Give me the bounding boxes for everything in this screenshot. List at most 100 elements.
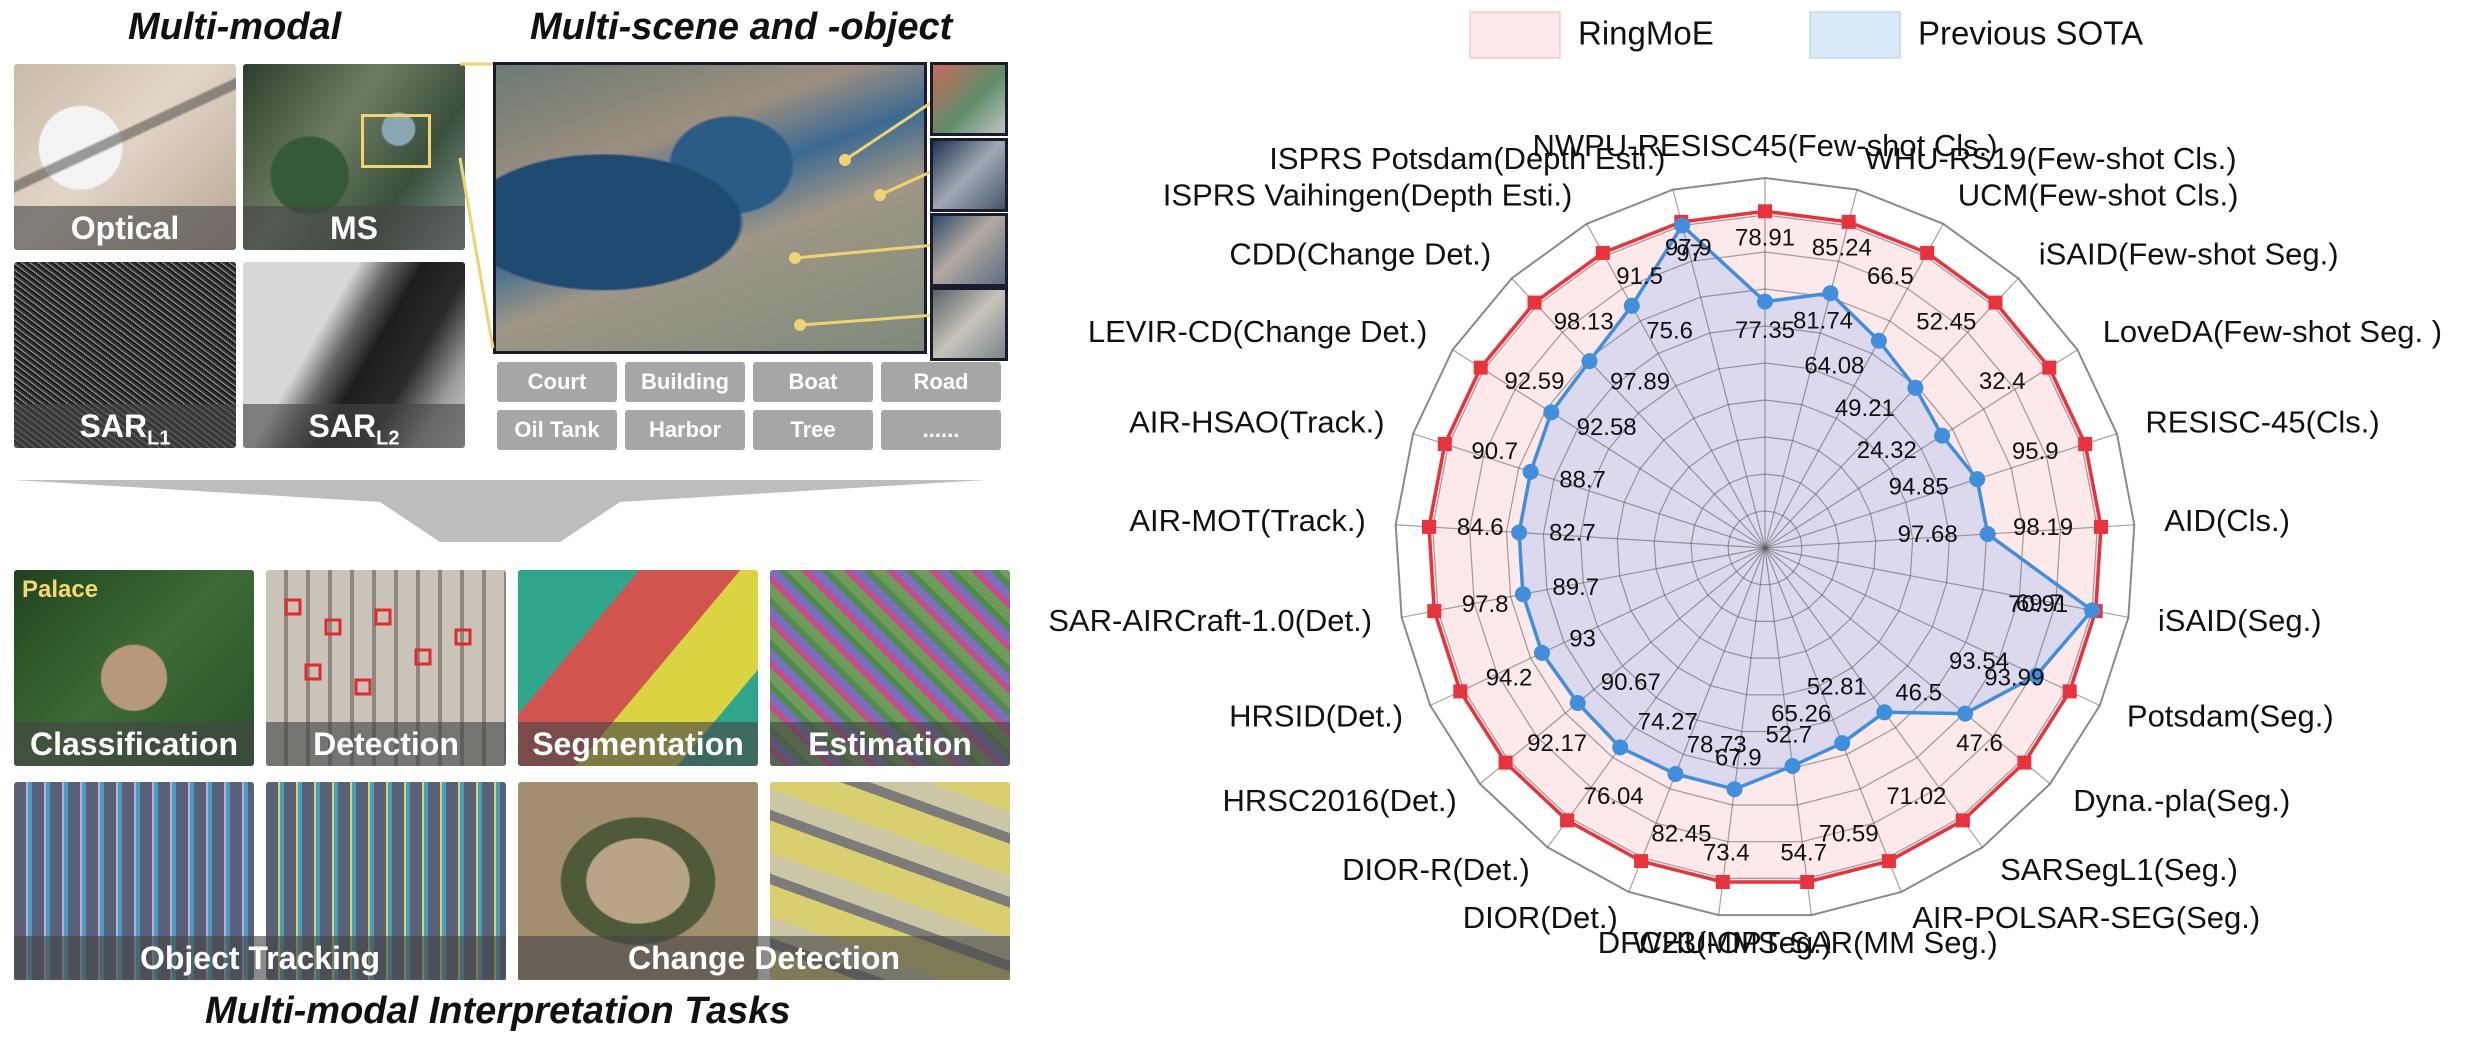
sota-value-label: 74.27 — [1638, 708, 1698, 735]
sota-value-label: 82.7 — [1549, 520, 1596, 547]
radar-chart: 78.91 77.35 85.24 81.74 66.5 64.08 52.45 49.21 3… — [1048, 11, 2442, 960]
sota-marker — [1569, 695, 1586, 711]
grid-spoke — [1764, 547, 2129, 618]
palace-label: Palace — [22, 576, 99, 603]
legend-label-ringmoe: RingMoE — [1578, 15, 1714, 52]
axis-label: HRSC2016(Det.) — [1222, 783, 1456, 818]
modality-label-sar-l1: SARL1 — [14, 404, 236, 448]
axis-label: Potsdam(Seg.) — [2127, 698, 2334, 733]
sota-value-label: 97.68 — [1898, 521, 1958, 548]
ringmoe-value-label: 54.7 — [1780, 840, 1827, 867]
axis-label: SAR-AIRCraft-1.0(Det.) — [1048, 603, 1372, 638]
sota-value-label: 90.67 — [1601, 669, 1661, 696]
ringmoe-marker — [2062, 684, 2077, 699]
task-label-change-detection: Change Detection — [518, 936, 1010, 980]
ringmoe-marker — [1427, 604, 1442, 619]
callout-lines — [458, 62, 936, 349]
ringmoe-value-label: 98.13 — [1554, 308, 1614, 335]
sota-marker — [1674, 217, 1691, 234]
sota-value-label: 52.7 — [1765, 722, 1812, 749]
axis-label: iSAID(Seg.) — [2158, 603, 2322, 638]
sota-marker — [1511, 524, 1528, 541]
object-thumb-boat — [930, 213, 1008, 287]
grid-spoke — [1764, 547, 1902, 893]
ringmoe-value-label: 82.45 — [1651, 820, 1711, 847]
axis-label: UCM(Few-shot Cls.) — [1958, 178, 2239, 213]
grid-ring — [1468, 251, 2062, 843]
optical-image: Optical — [14, 64, 236, 250]
sota-line — [1517, 222, 2095, 792]
ringmoe-value-label: 91.5 — [1616, 263, 1663, 290]
object-tag: Tree — [753, 410, 873, 450]
ringmoe-value-label: 66.5 — [1867, 263, 1914, 290]
axis-label: RESISC-45(Cls.) — [2145, 405, 2379, 440]
object-tag: Court — [497, 362, 617, 402]
ringmoe-line — [1427, 209, 2103, 884]
sota-value-label: 24.32 — [1857, 437, 1917, 464]
ringmoe-marker — [1634, 854, 1649, 869]
sota-marker — [1522, 463, 1539, 480]
ringmoe-value-label: 92.59 — [1504, 368, 1564, 395]
sota-value-label: 92.58 — [1577, 414, 1637, 441]
ringmoe-value-label: 70.59 — [1819, 820, 1879, 847]
sota-marker — [1969, 471, 1986, 488]
grid-spoke — [1511, 277, 1766, 549]
sota-value-label: 64.08 — [1804, 352, 1864, 379]
ringmoe-value-label: 92.17 — [1527, 730, 1587, 757]
ms-zoom-box — [361, 114, 431, 168]
ringmoe-value-label: 52.45 — [1916, 308, 1976, 335]
ringmoe-value-label: 85.24 — [1812, 234, 1872, 261]
ringmoe-marker — [1758, 204, 1772, 219]
grid-spoke — [1764, 547, 2101, 707]
modality-label-optical: Optical — [14, 206, 236, 250]
axis-label: WHU-RS19(Few-shot Cls.) — [1865, 141, 2237, 176]
ringmoe-marker — [1498, 755, 1513, 770]
ringmoe-value-label: 93.99 — [1984, 665, 2044, 692]
ringmoe-marker — [1560, 813, 1575, 828]
sota-marker — [1757, 293, 1773, 310]
ringmoe-value-label: 47.6 — [1956, 730, 2003, 757]
sota-value-label: 67.9 — [1715, 745, 1762, 772]
grid-spoke — [1764, 433, 2118, 549]
grid-spoke — [1452, 349, 1766, 549]
grid-ring — [1653, 436, 1877, 659]
grid-ring — [1727, 510, 1803, 586]
legend-swatch-ringmoe — [1469, 11, 1561, 59]
object-tag: Building — [625, 362, 745, 402]
grid-ring — [1432, 214, 2098, 880]
axis-label: Dyna.-pla(Seg.) — [2073, 783, 2290, 818]
task-image-segmentation: Segmentation — [518, 570, 758, 766]
sota-value-label: 46.5 — [1895, 680, 1942, 707]
axis-label: AIR-MOT(Track.) — [1129, 503, 1365, 538]
object-tag: Road — [881, 362, 1001, 402]
sota-value-label: 77.35 — [1735, 317, 1795, 344]
ms-image: MS — [243, 64, 465, 250]
ringmoe-marker — [1595, 245, 1610, 260]
object-thumb-building — [930, 138, 1008, 212]
grid-ring — [1505, 288, 2025, 806]
axis-label: AIR-POLSAR-SEG(Seg.) — [1912, 900, 2260, 935]
ringmoe-value-label: 94.2 — [1486, 665, 1533, 692]
object-tag: Harbor — [625, 410, 745, 450]
grid-spoke — [1764, 223, 1944, 549]
grid-ring — [1394, 176, 2136, 917]
axis-label: ISPRS Vaihingen(Depth Esti.) — [1163, 178, 1573, 213]
legend-label-sota: Previous SOTA — [1918, 15, 2143, 52]
ringmoe-marker — [1881, 854, 1896, 869]
axis-label: CDD(Change Det.) — [1229, 237, 1491, 272]
sota-marker — [2028, 667, 2045, 684]
sota-marker — [1822, 285, 1839, 302]
ringmoe-value-label: 32.4 — [1979, 368, 2026, 395]
ringmoe-value-label: 73.4 — [1703, 840, 1750, 867]
axis-label: ISPRS Potsdam(Depth Esti.) — [1269, 141, 1665, 176]
sota-marker — [1543, 404, 1560, 421]
sota-marker — [1876, 704, 1893, 721]
ringmoe-value-label: 84.6 — [1457, 514, 1504, 541]
grid-spoke — [1672, 189, 1766, 549]
axis-label: SARSegL1(Seg.) — [2000, 852, 2238, 887]
grid-ring — [1616, 399, 1914, 696]
object-thumb-road — [930, 287, 1008, 361]
sota-area — [1519, 225, 2093, 790]
ringmoe-marker — [2042, 360, 2057, 375]
ringmoe-value-label: 97.9 — [1665, 234, 1712, 261]
